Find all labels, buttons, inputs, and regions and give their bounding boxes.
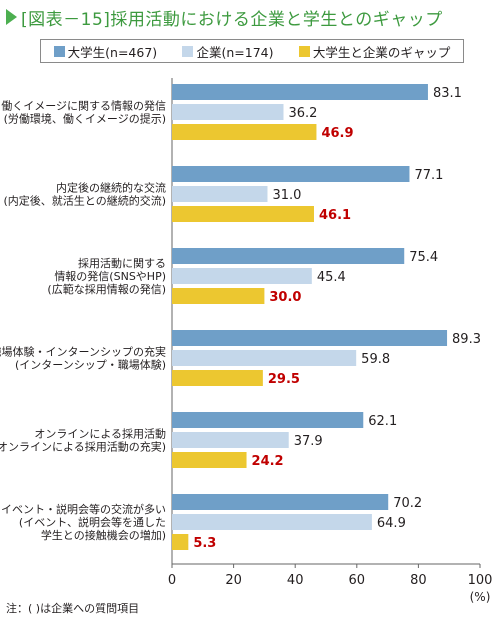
legend-swatch-students (53, 45, 65, 57)
category-label-2-0: 採用活動に関する (78, 256, 166, 270)
data-label-companies-5: 64.9 (377, 516, 406, 531)
bar-companies-2 (172, 268, 312, 284)
bar-gap-2 (172, 288, 265, 304)
bar-students-0 (172, 84, 428, 100)
category-label-3-0: 職場体験・インターンシップの充実 (0, 345, 166, 359)
bar-gap-1 (172, 206, 314, 222)
category-label-0-1: (労働環境、働くイメージの提示) (4, 112, 166, 126)
legend-item-students: 大学生(n=467) (53, 42, 158, 61)
data-label-gap-4: 24.2 (252, 454, 284, 469)
footnote: 注：( )は企業への質問項目 (6, 602, 140, 615)
data-label-companies-2: 45.4 (317, 270, 346, 285)
data-label-companies-0: 36.2 (288, 106, 317, 121)
x-tick-label-40: 40 (287, 573, 304, 588)
bar-companies-0 (172, 104, 284, 120)
data-label-companies-4: 37.9 (294, 434, 323, 449)
data-label-gap-3: 29.5 (268, 372, 300, 387)
bar-students-3 (172, 330, 448, 346)
bar-companies-3 (172, 350, 357, 366)
bar-gap-5 (172, 534, 189, 550)
category-label-1-0: 内定後の継続的な交流 (56, 181, 166, 195)
category-label-0-0: 労働環境・働くイメージに関する情報の発信 (0, 99, 166, 113)
data-label-gap-0: 46.9 (321, 126, 353, 141)
data-label-companies-3: 59.8 (361, 352, 390, 367)
legend-label-companies: 企業(n=174) (196, 44, 274, 60)
category-label-3-1: (インターンシップ・職場体験) (15, 358, 166, 372)
chart-title-row: [図表－15]採用活動における企業と学生とのギャップ (6, 4, 443, 30)
data-label-gap-2: 30.0 (269, 290, 301, 305)
category-label-5-0: イベント・説明会等の交流が多い (1, 502, 166, 516)
chart-title: [図表－15]採用活動における企業と学生とのギャップ (21, 9, 443, 30)
category-label-4-1: (オンラインによる採用活動の充実) (0, 440, 166, 454)
data-label-students-0: 83.1 (433, 86, 462, 101)
bar-gap-3 (172, 370, 263, 386)
bar-companies-1 (172, 186, 268, 202)
bar-companies-4 (172, 432, 289, 448)
x-axis-unit: (%) (470, 590, 491, 604)
category-label-4-0: オンラインによる採用活動 (34, 427, 166, 441)
legend: 大学生(n=467) 企業(n=174) 大学生と企業のギャップ (40, 39, 464, 63)
data-label-gap-1: 46.1 (319, 208, 351, 223)
x-tick-label-100: 100 (468, 573, 493, 588)
legend-item-gap: 大学生と企業のギャップ (298, 42, 451, 61)
category-label-2-1: 情報の発信(SNSやHP) (54, 269, 166, 283)
bar-gap-4 (172, 452, 247, 468)
bar-students-1 (172, 166, 410, 182)
bar-gap-0 (172, 124, 317, 140)
triangle-arrow-icon (6, 9, 17, 25)
data-label-students-5: 70.2 (393, 496, 422, 511)
data-label-students-4: 62.1 (368, 414, 397, 429)
data-label-students-3: 89.3 (452, 332, 481, 347)
bar-students-2 (172, 248, 405, 264)
category-label-5-1: (イベント、説明会等を通した (19, 515, 166, 529)
legend-swatch-gap (298, 45, 310, 57)
data-label-students-2: 75.4 (409, 250, 438, 265)
category-label-1-1: (内定後、就活生との継続的交流) (4, 194, 166, 208)
data-label-companies-1: 31.0 (272, 188, 301, 203)
bar-students-5 (172, 494, 389, 510)
bar-companies-5 (172, 514, 372, 530)
x-tick-label-60: 60 (349, 573, 366, 588)
bar-students-4 (172, 412, 364, 428)
legend-item-companies: 企業(n=174) (182, 42, 274, 61)
legend-swatch-companies (182, 45, 194, 57)
x-tick-label-20: 20 (225, 573, 242, 588)
x-tick-label-80: 80 (410, 573, 427, 588)
legend-label-gap: 大学生と企業のギャップ (312, 44, 451, 60)
legend-label-students: 大学生(n=467) (67, 44, 158, 60)
data-label-gap-5: 5.3 (193, 536, 216, 551)
category-label-2-2: (広範な採用情報の発信) (47, 282, 166, 296)
x-tick-label-0: 0 (168, 573, 176, 588)
category-label-5-2: 学生との接触機会の増加) (41, 528, 166, 542)
data-label-students-1: 77.1 (414, 168, 443, 183)
